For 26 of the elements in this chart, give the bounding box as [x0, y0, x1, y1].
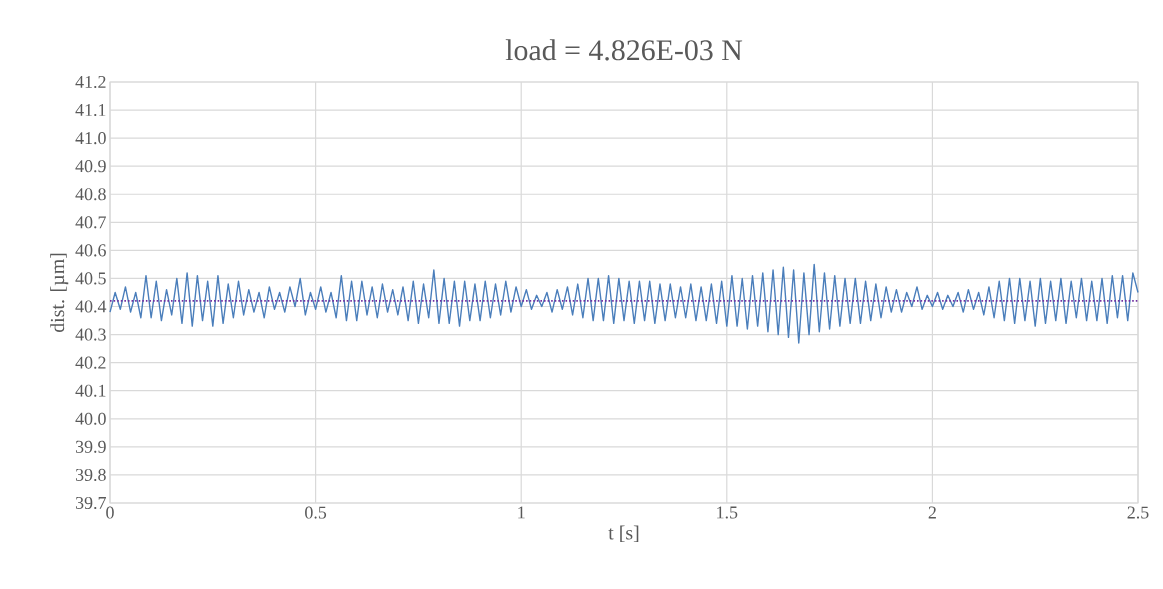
y-tick-label: 39.7 — [75, 496, 106, 510]
y-tick-label: 40.5 — [75, 272, 106, 285]
y-tick-label: 40.8 — [75, 188, 106, 201]
y-tick-label: 40.1 — [75, 384, 106, 397]
y-axis-title: dist. [µm] — [50, 253, 69, 333]
x-tick-label: 2 — [928, 506, 936, 519]
x-tick-label: 1.5 — [717, 506, 738, 519]
y-tick-label: 40.7 — [75, 216, 106, 229]
y-tick-label: 40.2 — [75, 356, 106, 369]
y-tick-label: 39.8 — [75, 468, 106, 481]
x-axis-title: t [s] — [608, 525, 639, 543]
chart-title: load = 4.826E-03 N — [505, 39, 743, 61]
x-tick-label: 0 — [106, 506, 114, 519]
y-tick-label: 40.3 — [75, 328, 106, 341]
x-tick-label: 1 — [518, 506, 525, 519]
x-tick-label: 0.5 — [305, 506, 327, 519]
y-tick-label: 41.2 — [75, 75, 106, 89]
y-tick-label: 41.1 — [75, 104, 106, 117]
y-tick-label: 39.9 — [75, 440, 106, 453]
y-tick-label: 40.0 — [75, 412, 106, 425]
y-tick-label: 40.9 — [75, 160, 106, 173]
y-tick-label: 41.0 — [75, 132, 106, 145]
y-tick-label: 40.6 — [75, 244, 106, 257]
line-series — [109, 263, 1139, 344]
y-tick-label: 40.4 — [75, 300, 107, 313]
x-tick-label: 2.5 — [1127, 506, 1149, 519]
